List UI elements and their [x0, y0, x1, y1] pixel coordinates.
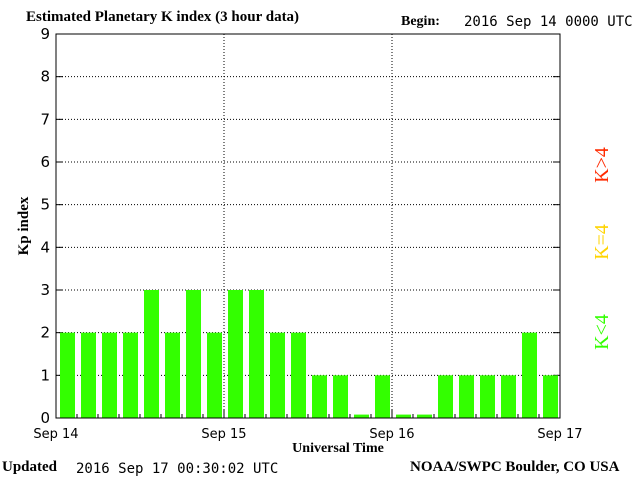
- kp-bar: [438, 375, 453, 418]
- kp-bar: [375, 375, 390, 418]
- kp-bar: [249, 290, 264, 418]
- y-axis-label: Kp index: [16, 196, 32, 255]
- kp-bar: [333, 375, 348, 418]
- legend-item-0: K>4: [591, 147, 613, 183]
- source-credit: NOAA/SWPC Boulder, CO USA: [410, 459, 620, 475]
- y-tick-label: 7: [40, 110, 50, 128]
- kp-bar: [312, 375, 327, 418]
- kp-bar: [522, 332, 537, 418]
- kp-bar: [186, 290, 201, 418]
- y-tick-label: 6: [40, 153, 50, 171]
- legend-item-1: K=4: [591, 224, 613, 260]
- y-tick-label: 8: [40, 68, 50, 86]
- x-tick-label: Sep 14: [33, 427, 78, 442]
- x-axis-label: Universal Time: [292, 441, 384, 456]
- kp-bar: [480, 375, 495, 418]
- kp-bar: [396, 414, 411, 418]
- kp-bar: [354, 414, 369, 418]
- updated-timestamp: 2016 Sep 17 00:30:02 UTC: [76, 461, 279, 477]
- y-tick-label: 2: [40, 324, 50, 342]
- kp-bar: [207, 332, 222, 418]
- kp-bar: [123, 332, 138, 418]
- kp-bar: [543, 375, 558, 418]
- y-tick-label: 3: [40, 281, 50, 299]
- begin-value: 2016 Sep 14 0000 UTC: [464, 14, 633, 30]
- kp-bar: [417, 414, 432, 418]
- y-tick-label: 4: [40, 238, 50, 256]
- x-tick-label: Sep 17: [537, 427, 582, 442]
- chart-title: Estimated Planetary K index (3 hour data…: [26, 9, 300, 25]
- kp-bar: [144, 290, 159, 418]
- begin-label: Begin:: [401, 14, 440, 29]
- kp-bar: [81, 332, 96, 418]
- kp-bar: [270, 332, 285, 418]
- x-tick-label: Sep 15: [201, 427, 246, 442]
- kp-bar: [291, 332, 306, 418]
- kp-bar: [459, 375, 474, 418]
- kp-bar: [501, 375, 516, 418]
- kp-bar: [102, 332, 117, 418]
- kp-bar: [165, 332, 180, 418]
- y-tick-label: 5: [40, 196, 50, 214]
- kp-bar: [228, 290, 243, 418]
- x-tick-label: Sep 16: [369, 427, 414, 442]
- y-tick-label: 9: [40, 25, 50, 43]
- y-tick-label: 0: [40, 409, 50, 427]
- kp-bar: [60, 332, 75, 418]
- legend-item-2: K<4: [591, 314, 613, 350]
- updated-label: Updated: [2, 459, 58, 475]
- y-tick-label: 1: [40, 366, 50, 384]
